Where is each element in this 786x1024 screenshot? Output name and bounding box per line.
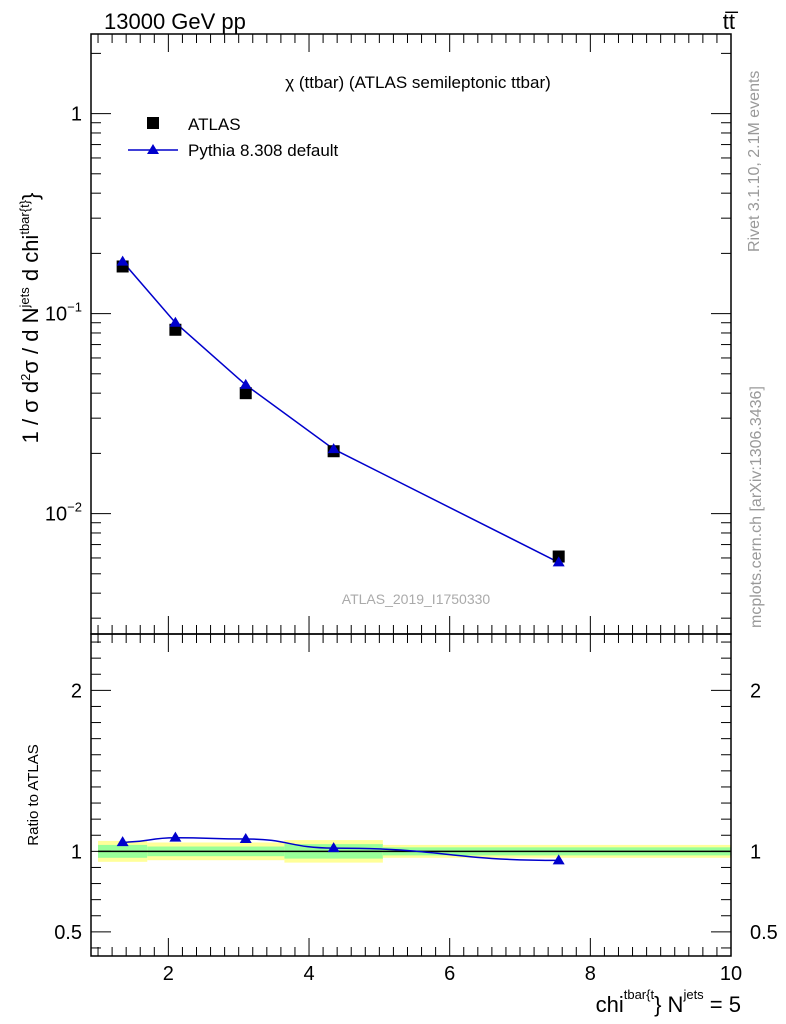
- ratio-y-tick-label-right: 2: [750, 680, 761, 702]
- ratio-mc-point: [116, 836, 129, 847]
- main-y-tick-label: 10−2: [45, 500, 82, 526]
- legend-title: χ (ttbar) (ATLAS semileptonic ttbar): [285, 73, 551, 92]
- ratio-y-tick-label-left: 1: [71, 841, 82, 863]
- energy-label: 13000 GeV pp: [104, 9, 246, 34]
- main-frame: [90, 33, 732, 635]
- x-tick-label: 8: [585, 963, 596, 985]
- x-tick-label: 10: [720, 963, 742, 985]
- ratio-y-tick-label-left: 0.5: [54, 922, 82, 944]
- main-series-group: [116, 255, 565, 567]
- main-axis-ticks: [91, 34, 732, 634]
- ratio-y-axis-label: Ratio to ATLAS: [25, 744, 42, 845]
- legend-mc-marker: [147, 144, 159, 154]
- ratio-axis-ticks: [91, 634, 732, 956]
- mc-point: [552, 556, 565, 567]
- ratio-mc-point: [327, 842, 340, 853]
- ratio-mc-point: [239, 832, 252, 843]
- ratio-y-tick-label-right: 1: [750, 841, 761, 863]
- rivet-version-label: Rivet 3.1.10, 2.1M events: [746, 70, 763, 252]
- legend-mc-label: Pythia 8.308 default: [188, 141, 339, 160]
- main-y-tick-labels: 1 10−1 10−2: [45, 104, 82, 526]
- main-y-axis-label: 1 / σ d2σ / d Njets d chitbar{t}}: [17, 193, 43, 444]
- ratio-tick-labels: 0.5 0.5 1 1 2 2 2 4 6 8 10: [54, 680, 778, 985]
- legend-data-label: ATLAS: [188, 115, 241, 134]
- atlas-data-point: [169, 323, 182, 336]
- ratio-y-tick-label-left: 2: [71, 680, 82, 702]
- process-label: tt̅: [723, 9, 739, 34]
- ratio-series-group: [116, 831, 565, 865]
- legend-data-marker: [147, 117, 159, 129]
- x-tick-label: 6: [444, 963, 455, 985]
- mc-point: [116, 255, 129, 266]
- mc-point: [239, 378, 252, 389]
- main-y-tick-label: 1: [71, 104, 82, 126]
- main-y-tick-exponent: −1: [67, 300, 82, 315]
- ratio-mc-curve: [122, 836, 559, 862]
- mcplots-label: mcplots.cern.ch [arXiv:1306.3436]: [748, 386, 765, 628]
- ratio-mc-point: [552, 854, 565, 865]
- ratio-mc-point: [169, 831, 182, 842]
- mc-point: [327, 443, 340, 454]
- main-y-tick-label: 10−1: [45, 300, 82, 326]
- x-axis-label: chitbar{t} Njets = 5: [596, 987, 741, 1017]
- main-y-tick-exponent: −2: [67, 500, 82, 515]
- analysis-watermark: ATLAS_2019_I1750330: [342, 591, 491, 607]
- mc-point: [169, 316, 182, 327]
- atlas-data-point: [239, 387, 252, 400]
- mc-curve: [122, 261, 560, 564]
- x-tick-label: 4: [303, 963, 314, 985]
- ratio-frame: [90, 633, 732, 957]
- x-tick-label: 2: [163, 963, 174, 985]
- ratio-y-tick-label-right: 0.5: [750, 922, 778, 944]
- atlas-data-point: [116, 260, 129, 273]
